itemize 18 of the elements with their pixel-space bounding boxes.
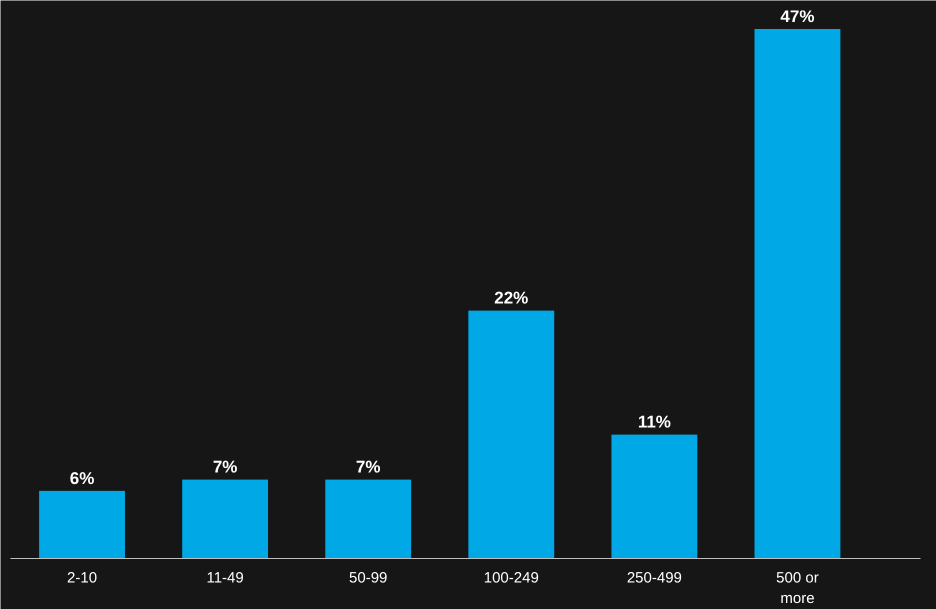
data-label: 22% <box>494 288 528 308</box>
data-label: 7% <box>356 458 380 477</box>
x-tick-label: 11-49 <box>206 570 244 586</box>
data-label: 7% <box>212 458 238 477</box>
data-label: 11% <box>638 412 671 432</box>
bar <box>39 490 125 558</box>
bar <box>754 29 840 558</box>
data-label: 6% <box>70 468 94 488</box>
bar <box>325 480 412 558</box>
x-tick-label: 250-499 <box>626 570 682 586</box>
bar <box>182 480 268 558</box>
bar <box>468 310 554 558</box>
data-label: 47% <box>780 7 814 26</box>
x-tick-label: 2-10 <box>67 570 98 586</box>
x-tick-label: 100-249 <box>484 570 539 586</box>
x-tick-label: 500 or more <box>776 570 819 607</box>
bar <box>611 434 698 558</box>
x-tick-label: 50-99 <box>349 570 388 586</box>
